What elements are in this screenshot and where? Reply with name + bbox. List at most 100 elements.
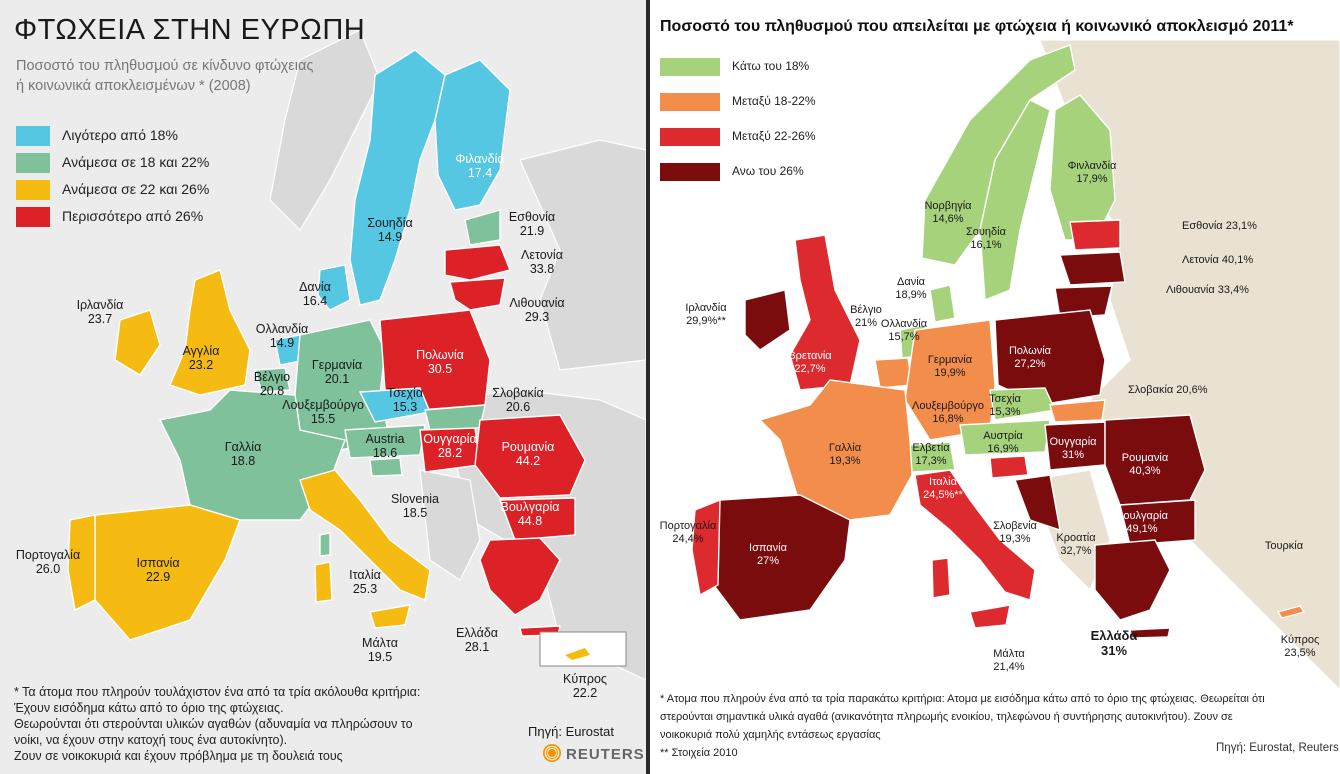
country-name: Κύπρος	[563, 672, 607, 686]
left-map-italy	[299, 469, 431, 601]
country-name: Κύπρος	[1280, 634, 1320, 646]
left-label-ουγγαρία: Ουγγαρία 28.2	[415, 432, 485, 460]
left-label-λετονία: Λετονία 33.8	[502, 248, 582, 276]
country-name: Τουρκία	[1264, 540, 1304, 552]
left-subtitle-line1: Ποσοστό του πληθυσμού σε κίνδυνο φτώχεια…	[16, 58, 314, 74]
left-label-εσθονία: Εσθονία 21.9	[492, 210, 572, 238]
country-name: Βουλγαρία	[1116, 510, 1168, 522]
right-map-italy	[914, 469, 1036, 601]
right-label-βρετανία: Βρετανία 22,7%	[780, 350, 840, 376]
country-name: Σουηδία	[367, 216, 413, 230]
left-label-ρουμανία: Ρουμανία 44.2	[488, 440, 568, 468]
country-name: Σλοβενία	[993, 520, 1037, 532]
right-map-crete	[1129, 627, 1171, 639]
country-value: 20.1	[324, 372, 350, 386]
country-value: 24,5%**	[923, 489, 963, 501]
country-value: 16,1%	[970, 239, 1002, 251]
left-footnote-line: * Τα άτομα που πληρούν τουλάχιστον ένα α…	[14, 685, 421, 699]
right-label-βουλγαρία: Βουλγαρία 49,1%	[1110, 510, 1174, 536]
country-name: Πολωνία	[416, 348, 464, 362]
country-value: 23,1%	[1222, 220, 1257, 232]
country-value: 18.6	[372, 446, 398, 460]
right-label-ιρλανδία: Ιρλανδία 29,9%**	[666, 302, 746, 328]
right-label-εσθονία: Εσθονία 23,1%	[1182, 220, 1282, 233]
left-map-romania	[474, 414, 586, 499]
country-value: 20.6	[505, 400, 531, 414]
right-label-γαλλία: Γαλλία 19,3%	[818, 442, 872, 468]
country-value: 44.8	[517, 514, 543, 528]
reuters-logo-icon	[543, 744, 561, 762]
left-label-πορτογαλία: Πορτογαλία 26.0	[6, 548, 90, 576]
legend-swatch	[16, 126, 50, 146]
right-label-ιταλία: Ιταλία 24,5%**	[908, 476, 978, 502]
left-map-sicily	[369, 604, 411, 629]
right-label-τουρκία: Τουρκία	[1254, 540, 1314, 553]
legend-swatch	[660, 93, 720, 111]
right-label-κύπρος: Κύπρος 23,5%	[1270, 634, 1330, 660]
right-map-panel: Ποσοστό του πληθυσμού που απειλείται με …	[650, 0, 1340, 774]
reuters-logo: REUTERS	[543, 744, 645, 763]
right-footnote-line: * Ατομα που πληρούν ένα από τα τρία παρα…	[660, 693, 1265, 705]
country-value: 21,4%	[993, 661, 1025, 673]
country-name: Austria	[365, 432, 405, 446]
country-name: Τσεχία	[989, 393, 1021, 405]
left-map-finland	[434, 59, 511, 211]
country-value: 28.2	[437, 446, 463, 460]
legend-swatch	[16, 153, 50, 173]
right-label-γερμανία: Γερμανία 19,9%	[918, 354, 982, 380]
left-label-ολλανδία: Ολλανδία 14.9	[242, 322, 322, 350]
country-name: Ουγγαρία	[1049, 436, 1097, 448]
right-label-ουγγαρία: Ουγγαρία 31%	[1048, 436, 1098, 462]
country-name: Πολωνία	[1008, 345, 1052, 357]
country-name: Slovenia	[391, 492, 439, 506]
left-map-panel: ΦΤΩΧΕΙΑ ΣΤΗΝ ΕΥΡΩΠΗ Ποσοστό του πληθυσμο…	[0, 0, 646, 774]
left-label-βέλγιο: Βέλγιο 20.8	[244, 370, 300, 398]
country-name: Σλοβακία	[1128, 384, 1174, 396]
left-map-corsica	[319, 532, 331, 557]
right-map-sweden	[979, 99, 1051, 302]
country-name: Ιταλία	[929, 476, 957, 488]
right-label-λετονία: Λετονία 40,1%	[1182, 254, 1282, 267]
country-value: 18.5	[402, 506, 428, 520]
country-name: Πορτογαλία	[659, 520, 717, 532]
left-subtitle-line2: ή κοινωνικά αποκλεισμένων * (2008)	[16, 78, 251, 94]
country-name: Ελβετία	[912, 442, 950, 454]
country-value: 30.5	[427, 362, 453, 376]
right-footnote-stoixeia: ** Στοιχεία 2010	[660, 747, 738, 759]
right-label-ισπανία: Ισπανία 27%	[738, 542, 798, 568]
country-value: 26.0	[35, 562, 61, 576]
legend-label: Ανάμεσα σε 22 και 26%	[62, 181, 210, 197]
left-map-sweden	[349, 49, 446, 306]
right-label-νορβηγία: Νορβηγία 14,6%	[920, 200, 976, 226]
right-map-sardinia	[931, 557, 951, 599]
country-value: 27%	[756, 555, 780, 567]
left-label-ιρλανδία: Ιρλανδία 23.7	[60, 298, 140, 326]
country-name: Ιρλανδία	[76, 298, 124, 312]
right-label-τσεχία: Τσεχία 15,3%	[980, 393, 1030, 419]
country-value: 29,9%**	[686, 315, 726, 327]
country-value: 20,6%	[1173, 384, 1208, 396]
left-map-lithuania	[449, 277, 506, 311]
country-value: 44.2	[515, 454, 541, 468]
left-map-uk	[169, 269, 251, 396]
left-source: Πηγή: Eurostat	[528, 724, 614, 739]
country-value: 16,8%	[932, 413, 964, 425]
country-name: Ολλανδία	[255, 322, 309, 336]
legend-label: Περισσότερο από 26%	[62, 208, 204, 224]
left-label-λιθουανία: Λιθουανία 29.3	[492, 296, 582, 324]
legend-swatch	[660, 128, 720, 146]
right-map-austria	[959, 419, 1051, 456]
right-label-δανία: Δανία 18,9%	[883, 276, 939, 302]
country-value: 23.2	[188, 358, 214, 372]
country-name: Σλοβακία	[492, 386, 544, 400]
left-map-cyprus	[565, 648, 590, 660]
country-name: Δανία	[896, 276, 925, 288]
left-map-bulgaria	[498, 497, 576, 541]
left-label-austria: Austria 18.6	[355, 432, 415, 460]
left-footnote-line: νοίκι, να έχουν στην κατοχή τους ένα αυτ…	[14, 733, 288, 747]
left-footnote-line: Θεωρούνται ότι στερούνται υλικών αγαθών …	[14, 717, 413, 731]
country-value: 18.8	[230, 454, 256, 468]
country-value: 18,9%	[895, 289, 927, 301]
country-name: Βέλγιο	[850, 304, 882, 316]
right-label-ολλανδία: Ολλανδία 15,7%	[874, 318, 934, 344]
